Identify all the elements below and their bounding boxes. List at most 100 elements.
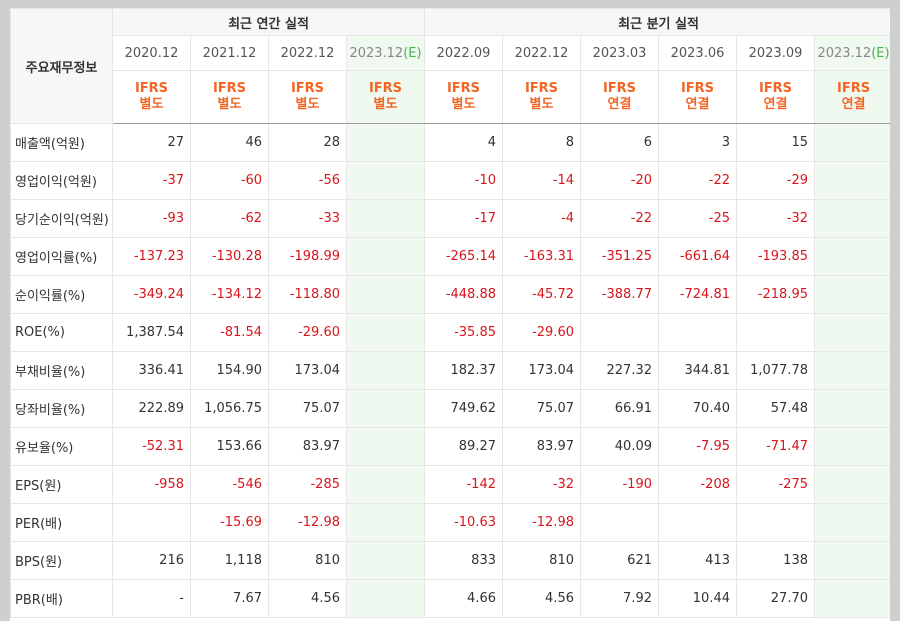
value-cell: - <box>112 579 191 618</box>
standard-header: IFRS 별도 <box>346 70 425 124</box>
value-cell: 75.07 <box>502 389 581 428</box>
group-header-row: 주요재무정보 최근 연간 실적 최근 분기 실적 <box>10 8 890 124</box>
standard-header: IFRS 별도 <box>190 70 269 124</box>
value-cell: -448.88 <box>424 275 503 314</box>
value-cell: -163.31 <box>502 237 581 276</box>
value-cell: -958 <box>112 465 191 504</box>
value-cell <box>813 389 890 428</box>
value-cell: -20 <box>580 161 659 200</box>
value-cell: -14 <box>502 161 581 200</box>
value-cell <box>658 503 737 542</box>
financial-table-frame: 주요재무정보 최근 연간 실적 최근 분기 실적 2020.12 2021.12 2… <box>10 8 890 621</box>
value-cell: -349.24 <box>112 275 191 314</box>
table-row: BPS(원) 216 1,118 810 833 810 621 413 138 <box>10 541 890 580</box>
value-cell: -37 <box>112 161 191 200</box>
period-header: 2023.12(E) <box>346 35 425 71</box>
estimate-mark: (E) <box>871 45 890 61</box>
report-type-label: 별도 <box>373 97 398 112</box>
report-type-label: 별도 <box>139 97 164 112</box>
period-header: 2021.12 <box>190 35 269 71</box>
value-cell: 621 <box>580 541 659 580</box>
value-cell: 10.44 <box>658 579 737 618</box>
value-cell <box>346 427 425 466</box>
value-cell: -10 <box>424 161 503 200</box>
value-cell <box>346 237 425 276</box>
period-label: 2020.12 <box>124 45 179 61</box>
value-cell: 6 <box>580 123 659 162</box>
standard-header: IFRS 연결 <box>736 70 815 124</box>
report-type-label: 연결 <box>685 97 710 112</box>
value-cell: 27 <box>112 123 191 162</box>
table-row: 순이익률(%) -349.24 -134.12 -118.80 -448.88 -45.7… <box>10 275 890 314</box>
quarter-group-header: 최근 분기 실적 <box>423 8 890 36</box>
value-cell: 83.97 <box>502 427 581 466</box>
value-cell: 182.37 <box>424 351 503 390</box>
value-cell: 810 <box>502 541 581 580</box>
row-label-header: 주요재무정보 <box>10 8 113 124</box>
value-cell: -351.25 <box>580 237 659 276</box>
report-type-label: 연결 <box>841 97 866 112</box>
value-cell: 138 <box>736 541 815 580</box>
value-cell: -130.28 <box>190 237 269 276</box>
value-cell: -22 <box>580 199 659 238</box>
financial-summary-table: 주요재무정보 최근 연간 실적 최근 분기 실적 2020.12 2021.12 2… <box>10 8 890 618</box>
value-cell: -193.85 <box>736 237 815 276</box>
value-cell: -7.95 <box>658 427 737 466</box>
value-cell: -71.47 <box>736 427 815 466</box>
value-cell: 222.89 <box>112 389 191 428</box>
row-label: 매출액(억원) <box>10 123 113 162</box>
row-label: 영업이익률(%) <box>10 237 113 276</box>
value-cell: 1,387.54 <box>112 313 191 352</box>
value-cell: 4.56 <box>268 579 347 618</box>
value-cell: 8 <box>502 123 581 162</box>
accounting-standard-row: IFRS 별도 IFRS 별도 IFRS 별도 IFRS 별도 IFRS 별도 IFRS 별도 IFRS… <box>11 70 890 124</box>
value-cell <box>813 275 890 314</box>
value-cell: -546 <box>190 465 269 504</box>
value-cell <box>346 465 425 504</box>
standard-header: IFRS 연결 <box>580 70 659 124</box>
value-cell: -60 <box>190 161 269 200</box>
value-cell: 833 <box>424 541 503 580</box>
value-cell: -45.72 <box>502 275 581 314</box>
value-cell: -285 <box>268 465 347 504</box>
value-cell: 7.67 <box>190 579 269 618</box>
table-row: 영업이익률(%) -137.23 -130.28 -198.99 -265.14 -163… <box>10 237 890 276</box>
value-cell <box>736 313 815 352</box>
value-cell: 3 <box>658 123 737 162</box>
value-cell: -29 <box>736 161 815 200</box>
value-cell: -52.31 <box>112 427 191 466</box>
value-cell: -81.54 <box>190 313 269 352</box>
value-cell: -32 <box>736 199 815 238</box>
value-cell: 7.92 <box>580 579 659 618</box>
standard-label: IFRS <box>758 81 793 96</box>
value-cell: -198.99 <box>268 237 347 276</box>
value-cell: -4 <box>502 199 581 238</box>
standard-label: IFRS <box>446 81 481 96</box>
value-cell: -93 <box>112 199 191 238</box>
value-cell: 216 <box>112 541 191 580</box>
row-label: 순이익률(%) <box>10 275 113 314</box>
value-cell: 4.66 <box>424 579 503 618</box>
value-cell: -33 <box>268 199 347 238</box>
value-cell: 173.04 <box>268 351 347 390</box>
table-row: PBR(배) -7.67 4.56 4.66 4.56 7.92 10.44 27.70 <box>10 579 890 618</box>
value-cell: -134.12 <box>190 275 269 314</box>
value-cell <box>346 161 425 200</box>
report-type-label: 연결 <box>607 97 632 112</box>
value-cell <box>813 427 890 466</box>
value-cell: -29.60 <box>268 313 347 352</box>
value-cell: 46 <box>190 123 269 162</box>
value-cell <box>346 313 425 352</box>
period-label: 2023.06 <box>670 45 725 61</box>
value-cell <box>813 579 890 618</box>
period-header: 2022.12 <box>502 35 581 71</box>
value-cell <box>813 161 890 200</box>
value-cell: -724.81 <box>658 275 737 314</box>
value-cell: 1,118 <box>190 541 269 580</box>
value-cell <box>813 313 890 352</box>
row-label: PBR(배) <box>10 579 113 618</box>
value-cell: -275 <box>736 465 815 504</box>
value-cell: -12.98 <box>268 503 347 542</box>
row-label: PER(배) <box>10 503 113 542</box>
value-cell <box>580 503 659 542</box>
